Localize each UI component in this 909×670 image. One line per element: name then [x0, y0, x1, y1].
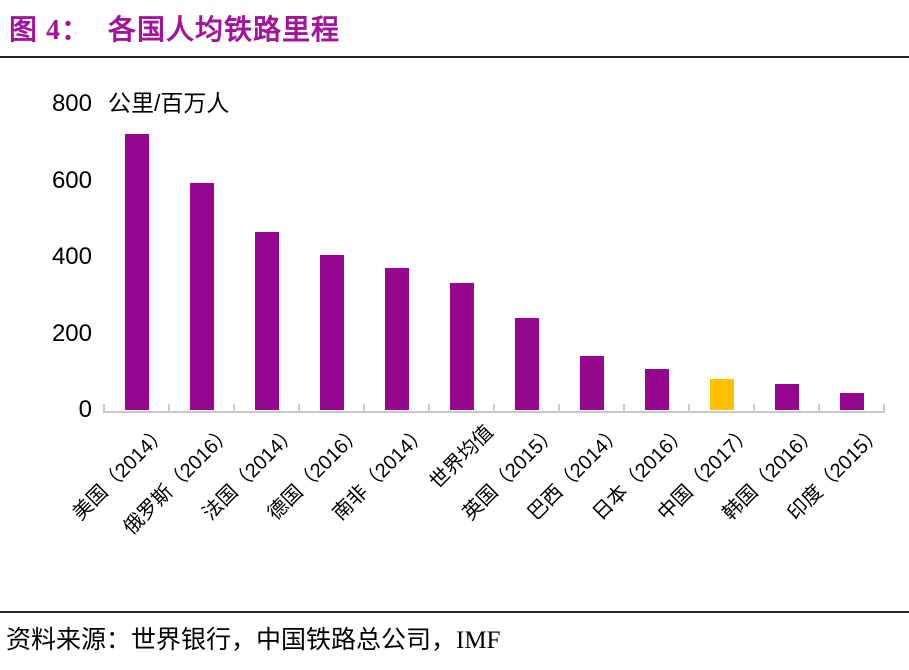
chart-bar-3 — [254, 232, 279, 410]
y-tick-label-0: 0 — [78, 396, 92, 423]
x-axis-tick-mark — [688, 404, 690, 413]
chart-bar-4 — [319, 255, 344, 410]
source-text: 资料来源：世界银行，中国铁路总公司，IMF — [6, 627, 501, 654]
figure-title-text: 各国人均铁路里程 — [108, 15, 341, 46]
bar-chart: 公里/百万人 0 200 400 600 800 美国（2014） 俄罗斯（2016） 法国（… — [51, 90, 887, 539]
x-axis-tick-mark — [558, 404, 560, 413]
figure-title: 图 4： 各国人均铁路里程 — [9, 8, 340, 48]
title-divider-line — [0, 56, 909, 58]
chart-bar-12 — [839, 393, 864, 410]
x-axis-tick-mark — [493, 404, 495, 413]
x-axis-tick-mark — [233, 404, 235, 413]
y-tick-label-400: 400 — [51, 243, 92, 270]
y-tick-label-800: 800 — [51, 90, 92, 117]
y-axis-unit-label: 公里/百万人 — [108, 90, 230, 116]
x-axis-tick-mark — [363, 404, 365, 413]
x-axis-tick-mark — [818, 404, 820, 413]
x-axis-tick-mark — [623, 404, 625, 413]
x-axis-tick-mark — [168, 404, 170, 413]
x-axis-tick-mark — [298, 404, 300, 413]
chart-bar-1 — [124, 134, 149, 410]
chart-bar-6 — [449, 283, 474, 410]
source-divider-line — [0, 611, 909, 613]
y-tick-label-600: 600 — [51, 166, 92, 194]
x-axis-tick-mark — [753, 404, 755, 413]
chart-bar-10 — [709, 379, 734, 410]
chart-bar-9 — [644, 369, 669, 410]
figure-number: 图 4： — [9, 15, 91, 46]
y-tick-label-200: 200 — [51, 319, 92, 347]
x-axis-tick-mark — [883, 404, 885, 413]
chart-bar-8 — [579, 356, 604, 410]
x-axis-tick-mark — [103, 404, 105, 413]
chart-bar-11 — [774, 384, 799, 410]
chart-bar-7 — [514, 318, 539, 410]
chart-bar-5 — [384, 268, 409, 410]
chart-bar-2 — [189, 183, 214, 410]
x-axis-tick-mark — [428, 404, 430, 413]
